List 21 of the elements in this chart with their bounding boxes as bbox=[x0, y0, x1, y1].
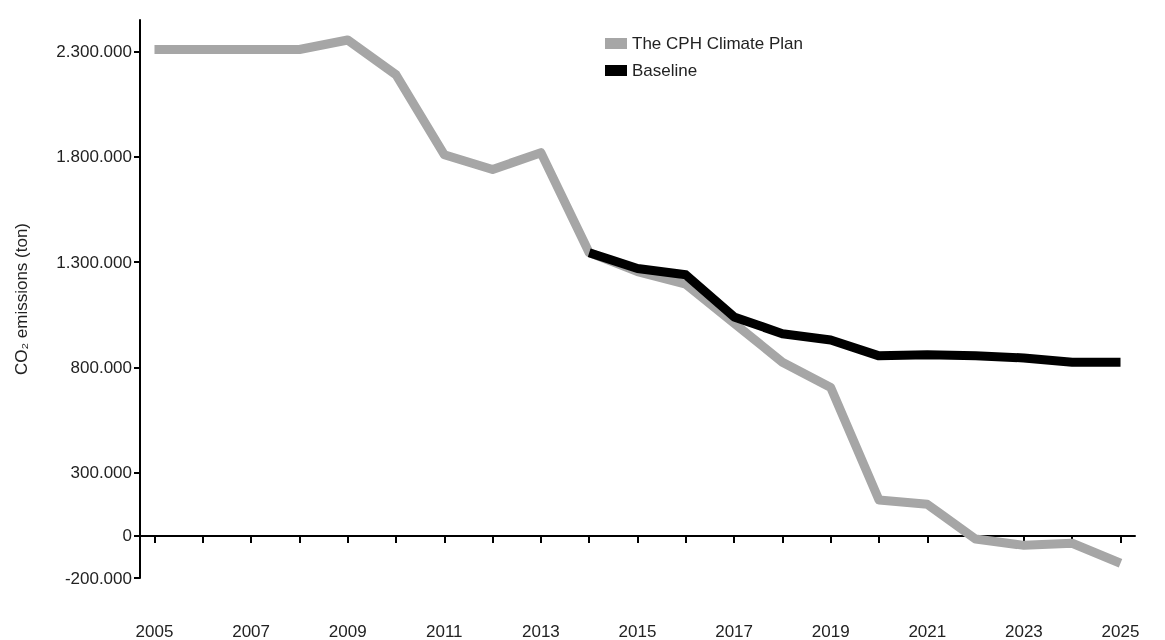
y-tick-label: 0 bbox=[122, 526, 132, 546]
y-axis-title: CO₂ emissions (ton) bbox=[12, 222, 31, 376]
x-tick-label: 2009 bbox=[328, 622, 367, 640]
x-tick-label: 2007 bbox=[232, 622, 271, 640]
y-tick-label: 2.300.000 bbox=[56, 42, 132, 62]
x-tick-label: 2021 bbox=[908, 622, 947, 640]
x-tick-label: 2019 bbox=[811, 622, 850, 640]
x-tick-label: 2011 bbox=[426, 622, 463, 640]
legend-label: The CPH Climate Plan bbox=[632, 34, 804, 53]
legend-label: Baseline bbox=[632, 61, 698, 80]
x-tick-label: 2023 bbox=[1004, 622, 1043, 640]
y-tick-label: -200.000 bbox=[64, 568, 132, 588]
x-tick-label: 2013 bbox=[521, 622, 560, 640]
x-tick-label: 2025 bbox=[1101, 622, 1140, 640]
x-tick-label: 2015 bbox=[618, 622, 657, 640]
y-tick-label: 300.000 bbox=[70, 463, 132, 483]
y-tick-label: 1.300.000 bbox=[56, 252, 132, 272]
y-tick-label: 800.000 bbox=[70, 357, 132, 377]
x-tick-label: 2005 bbox=[135, 622, 174, 640]
x-tick-label: 2017 bbox=[715, 622, 754, 640]
y-tick-label: 1.800.000 bbox=[56, 147, 132, 167]
